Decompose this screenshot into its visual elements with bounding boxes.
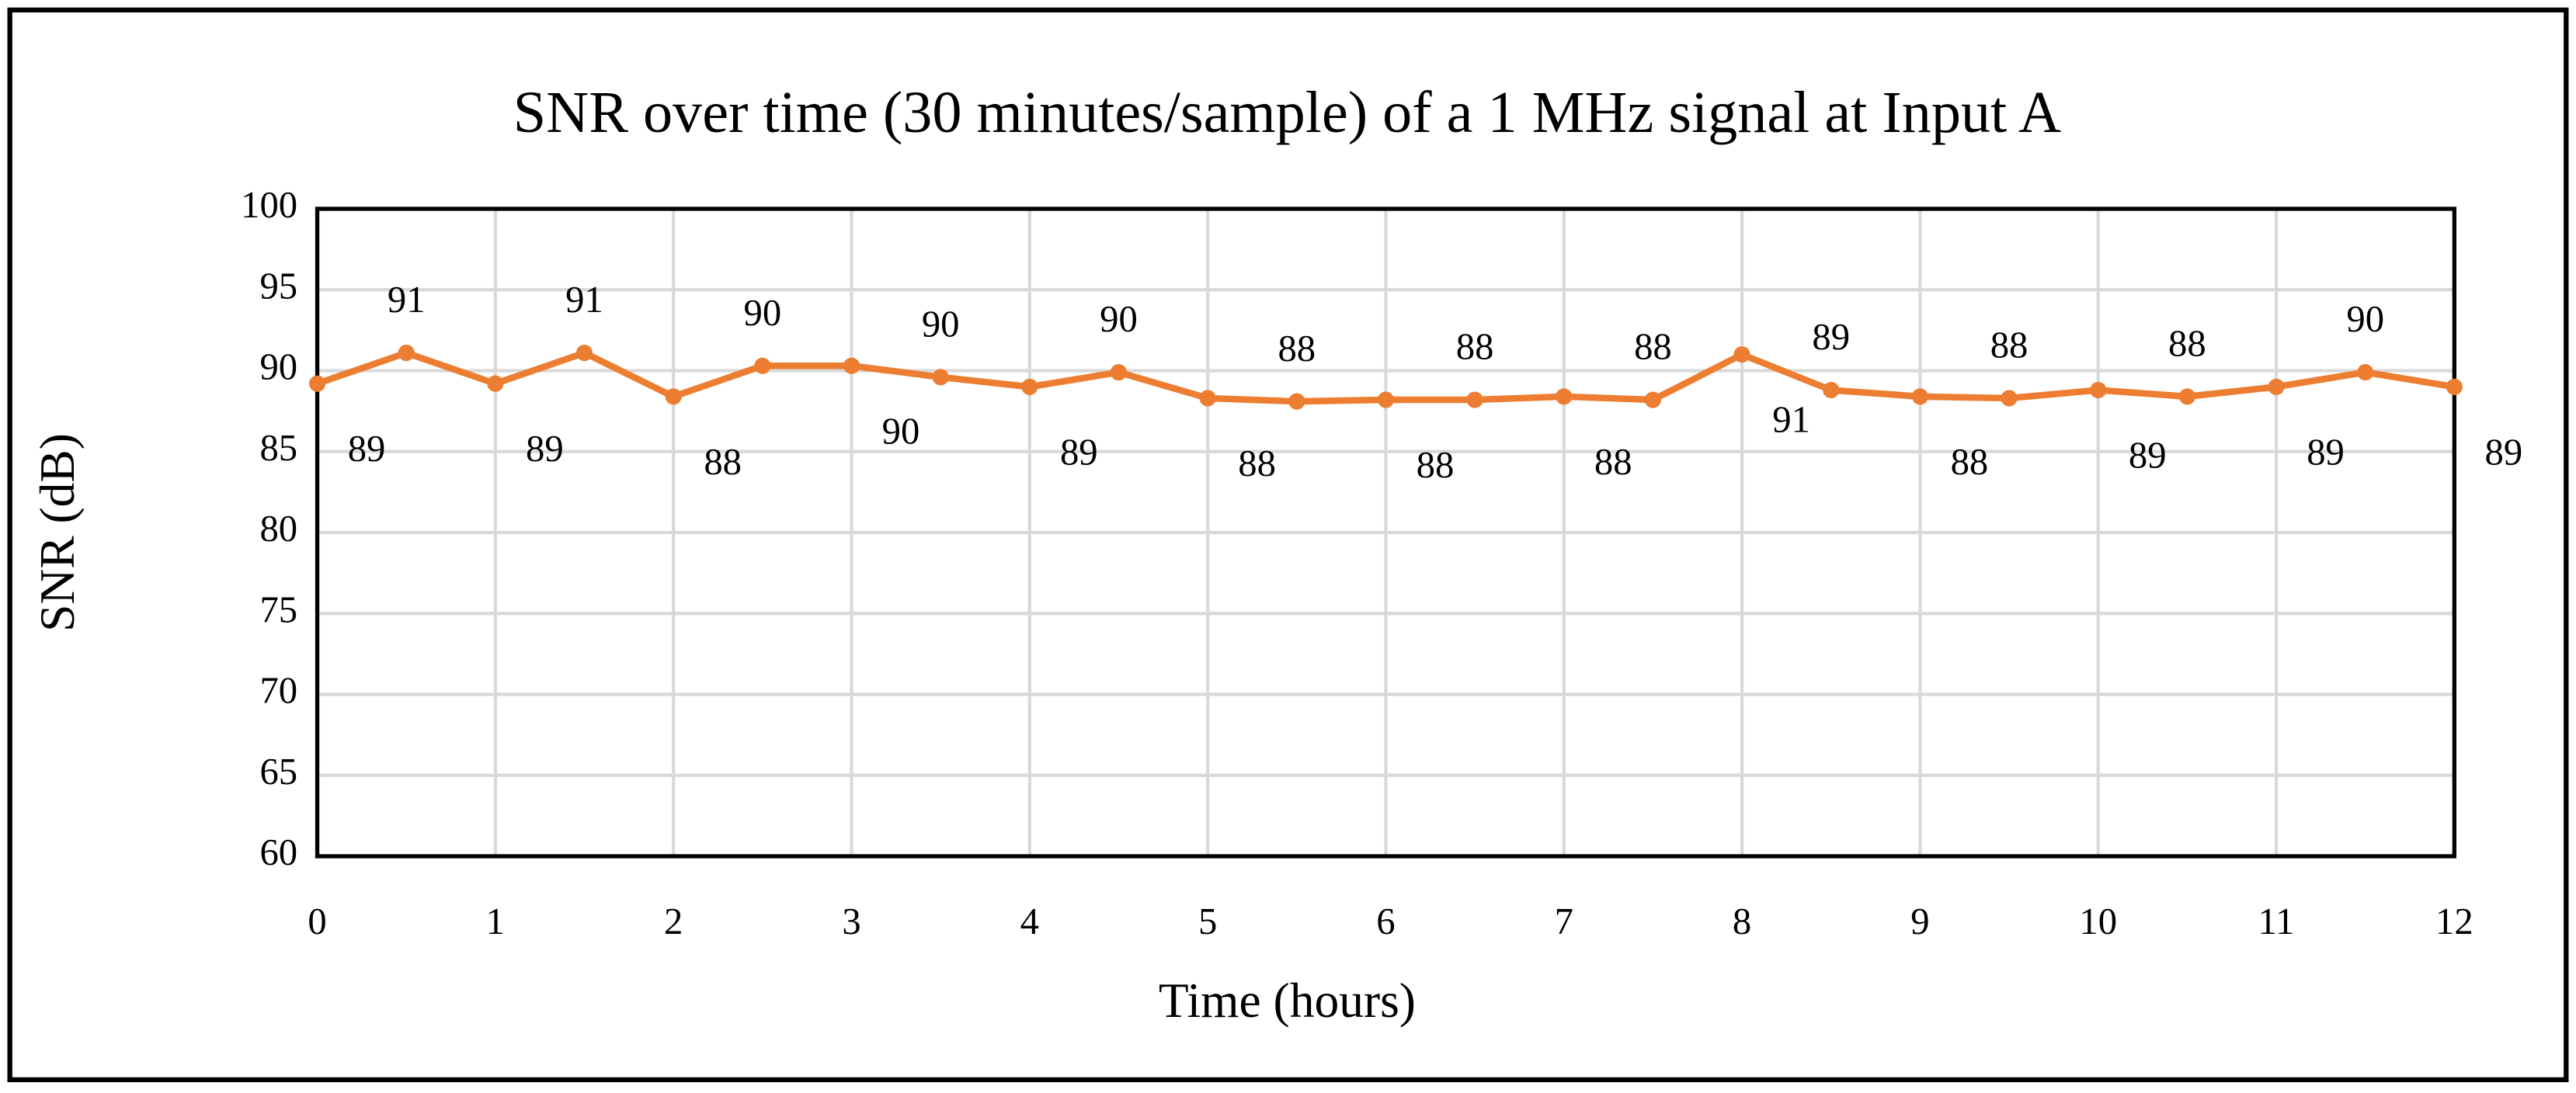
data-point bbox=[487, 375, 504, 392]
data-label: 88 bbox=[1456, 326, 1494, 368]
data-point bbox=[575, 344, 593, 362]
x-tick-label: 7 bbox=[1555, 900, 1573, 942]
data-label: 88 bbox=[1951, 441, 1989, 483]
y-tick-label: 60 bbox=[259, 831, 297, 873]
data-label: 90 bbox=[1100, 298, 1138, 340]
data-point bbox=[2178, 388, 2195, 405]
y-tick-label: 80 bbox=[259, 508, 297, 550]
data-point bbox=[1556, 388, 1573, 405]
data-point bbox=[1199, 390, 1216, 407]
plot-border bbox=[315, 206, 2457, 859]
data-point bbox=[932, 369, 949, 386]
data-point bbox=[1911, 388, 1928, 405]
data-point bbox=[754, 357, 771, 374]
data-label: 89 bbox=[348, 428, 386, 470]
data-point bbox=[1288, 393, 1305, 410]
data-label: 88 bbox=[1594, 441, 1632, 483]
y-tick-label: 90 bbox=[259, 346, 297, 388]
y-axis-title: SNR (dB) bbox=[30, 433, 85, 632]
data-point bbox=[2357, 364, 2374, 381]
chart-title: SNR over time (30 minutes/sample) of a 1… bbox=[513, 80, 2061, 145]
x-tick-label: 2 bbox=[664, 900, 683, 942]
data-point bbox=[2090, 381, 2107, 399]
data-point bbox=[1466, 391, 1483, 408]
chart-frame bbox=[7, 7, 2569, 1083]
data-label: 89 bbox=[2307, 431, 2345, 473]
x-tick-label: 3 bbox=[842, 900, 860, 942]
x-tick-label: 10 bbox=[2079, 900, 2117, 942]
data-label: 90 bbox=[2346, 298, 2384, 340]
data-label: 89 bbox=[1060, 431, 1098, 473]
data-point bbox=[665, 388, 682, 405]
data-label: 88 bbox=[1238, 442, 1276, 484]
data-label: 90 bbox=[922, 304, 960, 345]
data-label: 91 bbox=[565, 279, 603, 321]
data-label: 91 bbox=[388, 279, 426, 321]
x-axis-title: Time (hours) bbox=[1159, 973, 1416, 1028]
y-tick-label: 95 bbox=[259, 265, 297, 307]
data-point bbox=[1110, 364, 1128, 381]
y-tick-label: 100 bbox=[241, 184, 297, 226]
data-point bbox=[2001, 390, 2018, 407]
data-label: 88 bbox=[2168, 323, 2206, 365]
data-point bbox=[2268, 378, 2285, 395]
data-point bbox=[1823, 381, 1840, 399]
data-point bbox=[1733, 346, 1750, 363]
x-tick-label: 1 bbox=[486, 900, 505, 942]
data-point bbox=[398, 344, 415, 362]
data-point bbox=[843, 357, 860, 374]
data-label: 88 bbox=[1634, 326, 1672, 368]
data-point bbox=[1021, 378, 1038, 395]
y-tick-label: 70 bbox=[259, 670, 297, 712]
x-tick-label: 4 bbox=[1020, 900, 1039, 942]
data-label: 88 bbox=[1278, 328, 1316, 370]
data-point bbox=[2446, 378, 2463, 395]
data-label: 89 bbox=[1812, 316, 1850, 358]
data-point bbox=[308, 375, 326, 392]
x-tick-label: 6 bbox=[1376, 900, 1395, 942]
x-tick-label: 12 bbox=[2435, 900, 2473, 942]
data-point bbox=[1377, 391, 1395, 408]
y-tick-label: 75 bbox=[259, 588, 297, 630]
x-tick-label: 8 bbox=[1733, 900, 1751, 942]
y-tick-label: 85 bbox=[259, 427, 297, 469]
data-label: 91 bbox=[1772, 399, 1810, 441]
data-point bbox=[1644, 391, 1662, 408]
x-tick-label: 5 bbox=[1198, 900, 1217, 942]
data-label: 89 bbox=[2129, 435, 2167, 477]
data-label: 90 bbox=[882, 410, 920, 452]
x-tick-label: 0 bbox=[308, 900, 326, 942]
data-label: 90 bbox=[743, 292, 781, 334]
y-tick-label: 65 bbox=[259, 751, 297, 793]
data-label: 89 bbox=[526, 428, 564, 470]
data-label: 88 bbox=[1417, 444, 1455, 486]
data-label: 88 bbox=[704, 441, 742, 483]
data-label: 89 bbox=[2485, 431, 2523, 473]
x-tick-label: 9 bbox=[1910, 900, 1929, 942]
x-tick-label: 11 bbox=[2258, 900, 2295, 942]
data-label: 88 bbox=[1990, 324, 2028, 366]
